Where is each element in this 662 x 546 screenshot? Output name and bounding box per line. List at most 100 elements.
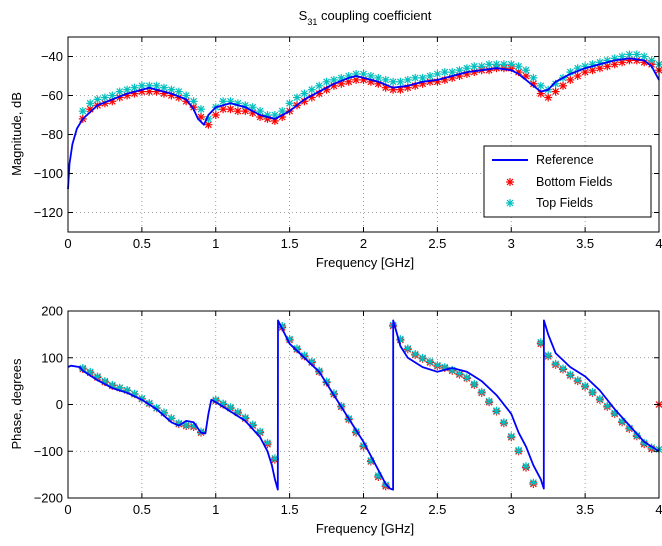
magnitude-data [67, 50, 662, 190]
magnitude-top-fields-point [182, 91, 191, 100]
magnitude-bottom-fields-point [544, 93, 553, 102]
magnitude-x-tick-label: 0.5 [133, 236, 151, 251]
magnitude-bottom-fields-point [219, 105, 228, 114]
magnitude-bottom-fields-point [211, 111, 220, 119]
magnitude-x-tick-label: 0 [64, 236, 71, 251]
magnitude-top-fields-point [522, 66, 530, 75]
phase-y-tick-label: 100 [41, 350, 63, 365]
magnitude-top-fields-point [189, 97, 198, 106]
magnitude-bottom-fields-point [595, 64, 604, 73]
phase-top-fields-point [603, 401, 612, 410]
phase-top-fields-point [470, 379, 479, 388]
phase-x-tick-label: 2.5 [428, 502, 446, 517]
magnitude-ticks: 0 0.5 1 1.5 2 2.5 3 3.5 4 −40 −60 −80 −100 −120 [34, 37, 662, 251]
magnitude-top-fields-point [86, 99, 95, 108]
magnitude-y-tick-label: −40 [41, 49, 63, 64]
legend: Reference Bottom Fields Top Fields [483, 145, 652, 218]
magnitude-bottom-fields-point [559, 81, 567, 90]
magnitude-top-fields-point [108, 91, 117, 100]
phase-top-fields-point [322, 377, 331, 386]
phase-top-fields-point [492, 406, 501, 415]
magnitude-top-fields-point [78, 107, 87, 116]
magnitude-top-fields-point [440, 68, 449, 77]
phase-top-fields-point [248, 420, 257, 429]
magnitude-y-tick-label: −120 [34, 205, 63, 220]
magnitude-top-fields-point [248, 103, 257, 112]
magnitude-top-fields-point [514, 62, 523, 71]
magnitude-reference-line [67, 57, 660, 190]
magnitude-top-fields-point [329, 75, 338, 84]
phase-top-fields-point [462, 373, 471, 382]
figure-title: S31 coupling coefficient [299, 8, 432, 27]
phase-y-tick-label: −100 [34, 444, 63, 459]
magnitude-top-fields-point [433, 70, 442, 78]
magnitude-top-fields-point [137, 81, 146, 90]
phase-top-fields-point [573, 376, 582, 385]
magnitude-top-fields-point [426, 72, 434, 80]
phase-top-fields-point [411, 350, 420, 358]
phase-top-fields-point [536, 338, 545, 347]
magnitude-bottom-fields-point [233, 107, 242, 116]
magnitude-top-fields-point [100, 93, 109, 102]
phase-data [67, 319, 662, 491]
magnitude-x-tick-label: 1 [212, 236, 219, 251]
magnitude-x-tick-label: 3.5 [576, 236, 594, 251]
magnitude-top-fields-point [160, 83, 168, 92]
legend-bottom-label: Bottom Fields [536, 175, 612, 189]
phase-y-tick-label: −200 [34, 491, 63, 506]
magnitude-bottom-fields-point [226, 105, 235, 114]
legend-top-marker [506, 199, 514, 207]
magnitude-top-fields-point [448, 68, 457, 77]
phase-top-fields-point [588, 387, 597, 396]
magnitude-top-fields-point [529, 73, 538, 82]
phase-x-tick-label: 2 [360, 502, 367, 517]
phase-top-fields-point [514, 446, 523, 455]
phase-top-fields-point [485, 397, 494, 406]
phase-reference-line [67, 319, 660, 491]
magnitude-top-fields-point [197, 105, 205, 114]
phase-top-fields-point [499, 418, 508, 427]
magnitude-top-fields-point [130, 83, 139, 92]
magnitude-x-tick-label: 2 [360, 236, 367, 251]
magnitude-top-fields-point [315, 81, 324, 90]
phase-ticks: 0 0.5 1 1.5 2 2.5 3 3.5 4 200 100 0 −100 −200 [34, 304, 662, 518]
phase-top-fields-point [219, 399, 228, 408]
magnitude-top-fields-point [470, 62, 479, 71]
magnitude-top-fields-point [123, 85, 132, 94]
magnitude-x-axis-label: Frequency [GHz] [316, 255, 414, 270]
magnitude-x-tick-label: 4 [655, 236, 662, 251]
phase-top-fields-point [433, 361, 442, 370]
phase-x-tick-label: 4 [655, 502, 662, 517]
phase-y-axis-label: Phase, degrees [9, 358, 24, 450]
phase-top-fields-point [522, 462, 530, 471]
phase-top-fields-point [581, 381, 590, 390]
magnitude-bottom-fields-point [204, 120, 213, 129]
magnitude-top-fields-point [152, 81, 161, 90]
phase-top-fields-point [566, 370, 575, 379]
phase-y-tick-label: 0 [56, 397, 63, 412]
magnitude-top-fields-point [381, 75, 390, 84]
phase-top-fields-point [263, 438, 272, 447]
phase-x-tick-label: 0 [64, 502, 71, 517]
magnitude-top-fields-point [322, 77, 331, 86]
magnitude-x-tick-label: 2.5 [428, 236, 446, 251]
magnitude-top-fields-point [418, 73, 427, 82]
phase-top-fields-point [426, 357, 434, 366]
magnitude-bottom-fields-point [566, 75, 575, 84]
magnitude-top-fields-point [307, 85, 316, 94]
phase-top-fields-point [595, 394, 604, 403]
legend-top-label: Top Fields [536, 196, 593, 210]
magnitude-top-fields-point [411, 73, 420, 82]
magnitude-bottom-fields-point [145, 87, 154, 96]
magnitude-top-fields-point [536, 81, 545, 90]
magnitude-top-fields-point [374, 73, 383, 82]
magnitude-top-fields-point [640, 52, 649, 61]
magnitude-top-fields-point [293, 93, 301, 102]
phase-top-fields-point [477, 387, 486, 396]
magnitude-x-tick-label: 3 [508, 236, 515, 251]
magnitude-y-tick-label: −100 [34, 166, 63, 181]
phase-x-tick-label: 1 [212, 502, 219, 517]
phase-top-fields-point [403, 344, 412, 353]
